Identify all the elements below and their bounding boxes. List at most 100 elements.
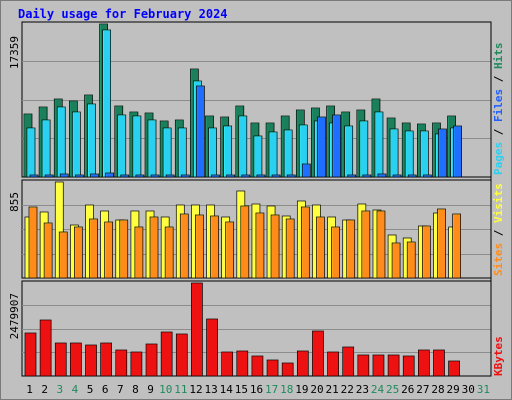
kbytes-bar xyxy=(267,360,279,376)
files-bar xyxy=(420,131,429,177)
kbytes-bar-outline xyxy=(130,351,143,377)
kbytes-bar xyxy=(418,350,430,376)
kbytes-bar-outline xyxy=(266,359,279,377)
kbytes-bar xyxy=(40,320,52,376)
pages-bar-outline xyxy=(347,174,357,178)
kbytes-bar xyxy=(388,355,400,376)
kbytes-bar xyxy=(191,283,203,376)
kbytes-bar-outline xyxy=(70,342,82,377)
sites-bar-outline xyxy=(391,242,401,279)
x-tick-label: 10 xyxy=(159,383,172,396)
x-tick-label: 8 xyxy=(132,383,139,396)
x-tick-label: 13 xyxy=(204,383,217,396)
pages-bar-outline xyxy=(165,174,175,178)
sites-bar xyxy=(376,211,385,278)
x-tick-label: 30 xyxy=(462,383,475,396)
kbytes-bar-outline xyxy=(54,342,67,377)
files-bar xyxy=(163,128,172,177)
x-tick-label: 24 xyxy=(371,383,385,396)
pages-bar-outline xyxy=(241,174,251,178)
x-tick-label: 21 xyxy=(326,383,339,396)
sites-bar xyxy=(301,207,310,278)
kbytes-bar xyxy=(176,334,188,376)
files-bar xyxy=(208,128,217,177)
visits-bar xyxy=(55,182,64,278)
files-bar xyxy=(27,128,35,177)
sites-bar xyxy=(119,220,128,278)
sites-bar xyxy=(392,243,401,278)
kbytes-bar-outline xyxy=(372,354,385,377)
sites-bar xyxy=(437,209,446,278)
sites-bar-outline xyxy=(376,210,386,279)
files-bar xyxy=(72,112,81,177)
sites-bar xyxy=(331,227,340,278)
x-tick-label: 15 xyxy=(235,383,248,396)
kbytes-bar xyxy=(70,343,82,376)
pages-bar xyxy=(196,86,205,177)
kbytes-bar-outline xyxy=(115,349,128,377)
kbytes-bar xyxy=(161,332,173,376)
x-tick-label: 4 xyxy=(72,383,79,396)
pages-bar-outline xyxy=(377,173,387,178)
x-tick-label: 12 xyxy=(189,383,202,396)
pages-bar-outline xyxy=(362,174,372,178)
sites-bar xyxy=(407,242,416,278)
kbytes-bar-outline xyxy=(85,344,97,377)
x-tick-label: 23 xyxy=(356,383,369,396)
kbytes-bar-outline xyxy=(100,342,112,377)
pages-bar xyxy=(332,115,341,177)
sites-bar xyxy=(59,232,68,278)
x-tick-label: 9 xyxy=(147,383,154,396)
sites-bar-outline xyxy=(270,214,280,279)
sites-bar-outline xyxy=(437,208,446,279)
sites-bar-outline xyxy=(89,218,98,279)
kbytes-bar xyxy=(297,351,309,376)
x-tick-label: 6 xyxy=(102,383,109,396)
kbytes-bar-outline xyxy=(145,343,158,377)
kbytes-bar xyxy=(115,350,127,376)
kbytes-bar-outline xyxy=(296,350,309,377)
sites-bar-outline xyxy=(240,205,250,279)
files-bar xyxy=(102,30,111,177)
sites-bar-outline xyxy=(255,212,265,279)
pages-bar-outline xyxy=(301,163,311,178)
pages-bar-outline xyxy=(317,116,326,178)
sites-bar-outline xyxy=(58,231,68,279)
sites-bar xyxy=(44,223,53,278)
pages-bar-outline xyxy=(29,174,39,178)
kbytes-bar xyxy=(221,352,233,376)
x-tick-label: 7 xyxy=(117,383,124,396)
sites-bar xyxy=(255,213,264,278)
sites-bar-outline xyxy=(179,213,189,279)
files-bar xyxy=(178,128,187,177)
files-bar xyxy=(284,130,293,177)
pages-bar-outline xyxy=(75,174,84,178)
x-tick-label: 27 xyxy=(416,383,429,396)
kbytes-bar xyxy=(312,331,324,376)
x-tick-label: 1 xyxy=(26,383,33,396)
pages-bar-outline xyxy=(180,174,190,178)
sites-bar xyxy=(29,207,37,278)
pages-bar xyxy=(105,173,114,177)
kbytes-bar xyxy=(130,352,142,376)
kbytes-bar-outline xyxy=(402,355,415,377)
sites-bar-outline xyxy=(134,226,144,279)
sites-bar xyxy=(225,222,234,278)
kbytes-bar xyxy=(100,343,112,376)
sites-bar xyxy=(195,215,204,278)
sites-bar-outline xyxy=(149,216,159,279)
files-bar xyxy=(238,116,247,177)
sites-bar xyxy=(165,227,174,278)
pages-bar-outline xyxy=(392,174,402,178)
kbytes-bar-outline xyxy=(433,349,445,377)
kbytes-bar xyxy=(85,345,97,376)
files-bar xyxy=(132,116,141,177)
panel-1-ymax-label: 17359 xyxy=(8,36,21,69)
files-bar xyxy=(57,107,66,177)
x-tick-label: 2 xyxy=(41,383,48,396)
x-tick-label: 31 xyxy=(477,383,490,396)
sites-bar xyxy=(422,226,431,278)
panel-3-ymax-label: 2479907 xyxy=(8,293,21,339)
sites-bar xyxy=(346,220,355,278)
files-bar xyxy=(299,125,308,177)
